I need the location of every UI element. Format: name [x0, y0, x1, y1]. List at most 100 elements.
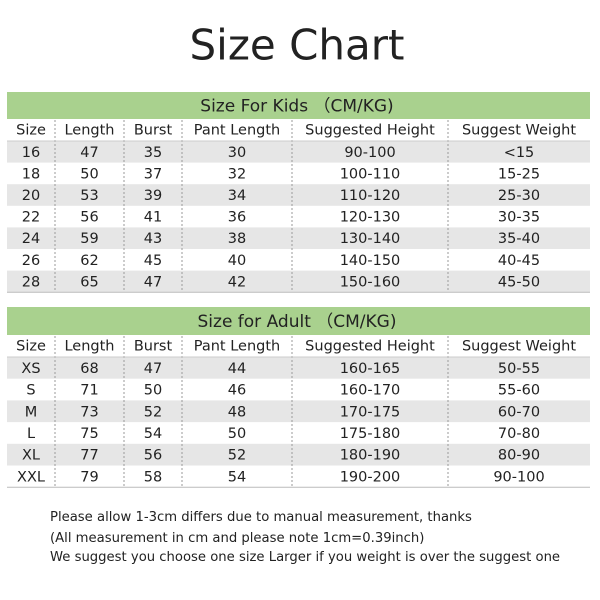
table-cell: 71 — [80, 383, 98, 399]
row-shade — [7, 184, 590, 206]
table-cell: 68 — [80, 361, 98, 377]
table-cell: 46 — [228, 383, 246, 399]
table-cell: 39 — [144, 188, 162, 204]
table-cell: 110-120 — [340, 188, 401, 204]
column-header: Suggest Weight — [462, 123, 576, 139]
table-cell: 35 — [144, 145, 162, 161]
table-cell: 77 — [80, 448, 98, 464]
table-cell: 190-200 — [340, 469, 401, 485]
table-cell: 34 — [228, 188, 246, 204]
table-cell: 59 — [80, 231, 98, 247]
table-cell: 45-50 — [498, 274, 540, 290]
table-cell: 50 — [80, 166, 98, 182]
table-cell: 15-25 — [498, 166, 540, 182]
table-cell: 50 — [228, 426, 246, 442]
column-header: Burst — [134, 339, 173, 355]
table-cell: 50 — [144, 383, 162, 399]
table-cell: 41 — [144, 210, 162, 226]
table-cell: 37 — [144, 166, 162, 182]
table-title-bar — [7, 307, 590, 335]
table-cell: 54 — [144, 426, 162, 442]
table-cell: L — [27, 426, 35, 442]
table-cell: 28 — [22, 274, 40, 290]
column-header: Size — [16, 123, 46, 139]
column-header: Suggested Height — [305, 123, 435, 139]
column-header: Suggest Weight — [462, 339, 576, 355]
table-cell: 38 — [228, 231, 246, 247]
table-cell: 75 — [80, 426, 98, 442]
table-title: Size for Adult （CM/KG) — [198, 312, 397, 332]
column-header: Burst — [134, 123, 173, 139]
table-cell: 54 — [228, 469, 246, 485]
table-cell: S — [26, 383, 35, 399]
note: Please allow 1-3cm differs due to manual… — [50, 510, 472, 525]
table-cell: 73 — [80, 404, 98, 420]
table-cell: 90-100 — [344, 145, 395, 161]
table-cell: 53 — [80, 188, 98, 204]
column-header: Pant Length — [194, 123, 280, 139]
table-cell: 50-55 — [498, 361, 540, 377]
table-cell: 47 — [144, 361, 162, 377]
table-cell: 16 — [22, 145, 40, 161]
table-cell: 26 — [22, 253, 40, 269]
table-cell: 100-110 — [340, 166, 401, 182]
table-cell: <15 — [504, 145, 535, 161]
column-header: Pant Length — [194, 339, 280, 355]
table-cell: 47 — [144, 274, 162, 290]
table-cell: 18 — [22, 166, 40, 182]
table-cell: 24 — [22, 231, 40, 247]
table-cell: 79 — [80, 469, 98, 485]
column-header: Length — [64, 123, 114, 139]
table-cell: 52 — [228, 448, 246, 464]
row-shade — [7, 357, 590, 379]
table-cell: 47 — [80, 145, 98, 161]
table-cell: 20 — [22, 188, 40, 204]
table-cell: 45 — [144, 253, 162, 269]
table-cell: 170-175 — [340, 404, 401, 420]
table-title-bar — [7, 92, 590, 119]
table-cell: 70-80 — [498, 426, 540, 442]
table-cell: 55-60 — [498, 383, 540, 399]
table-cell: 35-40 — [498, 231, 540, 247]
table-cell: 44 — [228, 361, 246, 377]
table-cell: 160-170 — [340, 383, 401, 399]
table-cell: 120-130 — [340, 210, 401, 226]
table-cell: 22 — [22, 210, 40, 226]
page-title: Size Chart — [190, 21, 405, 70]
table-cell: 60-70 — [498, 404, 540, 420]
row-shade — [7, 400, 590, 423]
table-cell: 43 — [144, 231, 162, 247]
table-cell: 48 — [228, 404, 246, 420]
table-cell: XL — [22, 448, 40, 464]
row-shade — [7, 443, 590, 466]
row-shade — [7, 270, 590, 293]
table-cell: 30 — [228, 145, 246, 161]
table-cell: 30-35 — [498, 210, 540, 226]
table-cell: 150-160 — [340, 274, 401, 290]
table-cell: 40-45 — [498, 253, 540, 269]
table-cell: 62 — [80, 253, 98, 269]
table-cell: 56 — [80, 210, 98, 226]
table-cell: 140-150 — [340, 253, 401, 269]
table-cell: 90-100 — [493, 469, 544, 485]
note: (All measurement in cm and please note 1… — [50, 531, 424, 546]
table-cell: 80-90 — [498, 448, 540, 464]
table-cell: 160-165 — [340, 361, 401, 377]
table-cell: 42 — [228, 274, 246, 290]
column-header: Size — [16, 339, 46, 355]
table-cell: 180-190 — [340, 448, 401, 464]
table-cell: 56 — [144, 448, 162, 464]
table-cell: 25-30 — [498, 188, 540, 204]
row-shade — [7, 141, 590, 163]
table-title: Size For Kids （CM/KG) — [200, 97, 393, 117]
table-cell: 52 — [144, 404, 162, 420]
table-cell: 40 — [228, 253, 246, 269]
column-header: Suggested Height — [305, 339, 435, 355]
table-cell: XS — [21, 361, 40, 377]
table-cell: XXL — [17, 469, 45, 485]
table-cell: 58 — [144, 469, 162, 485]
note: We suggest you choose one size Larger if… — [50, 550, 560, 565]
table-cell: M — [25, 404, 38, 420]
table-cell: 36 — [228, 210, 246, 226]
